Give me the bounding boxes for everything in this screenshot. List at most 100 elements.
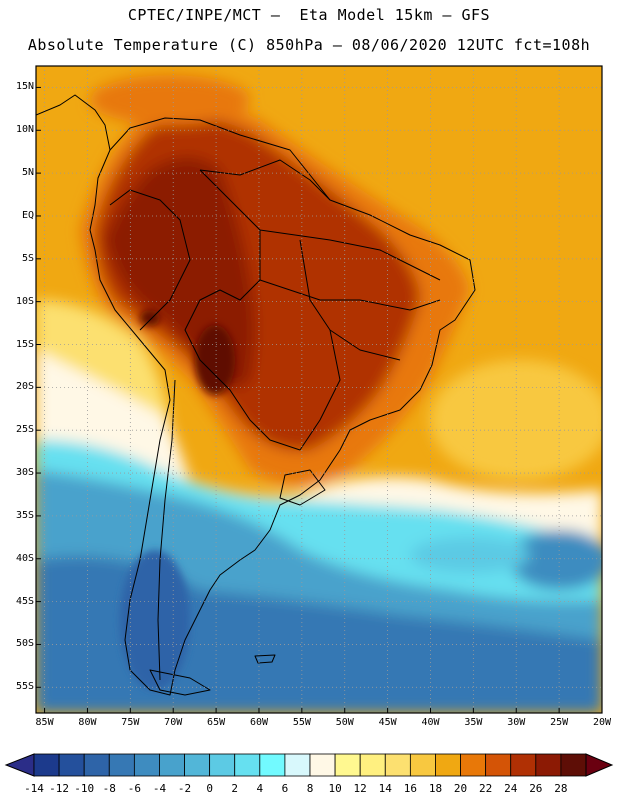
lat-label: 5S [21, 252, 34, 264]
colorbar-cell [133, 753, 160, 777]
border-states-4 [259, 279, 441, 311]
colorbar-label: 2 [231, 782, 239, 795]
colorbar-cell [309, 753, 336, 777]
colorbar-label: -12 [49, 782, 70, 795]
colorbar-cell [33, 753, 60, 777]
colorbar-label: -4 [152, 782, 167, 795]
lat-label: 10S [15, 295, 34, 307]
colorbar-label: -10 [74, 782, 95, 795]
colorbar-cell [58, 753, 85, 777]
border-brazil-north [199, 159, 331, 201]
lat-label: 40S [15, 552, 34, 564]
colorbar-label: -8 [102, 782, 116, 795]
colorbar-cell [485, 753, 512, 777]
central-america-outline [36, 94, 111, 151]
lat-label: 45S [15, 595, 34, 607]
colorbar-label: -6 [127, 782, 141, 795]
lon-label: 60W [249, 717, 268, 728]
colorbar-cell [209, 753, 236, 777]
title-line-1: CPTEC/INPE/MCT – Eta Model 15km – GFS [127, 6, 491, 24]
field-cool-mid [36, 470, 602, 640]
colorbar-label: 6 [281, 782, 289, 795]
lat-label: 15S [15, 338, 34, 350]
colorbar-cell [334, 753, 361, 777]
lat-label: 15N [15, 81, 34, 93]
lon-label: 50W [335, 717, 354, 728]
field-caribbean-warm [90, 75, 250, 125]
uruguay-outline [279, 469, 326, 506]
colorbar-label: 14 [378, 782, 392, 795]
title-line-2: Absolute Temperature (C) 850hPa – 08/06/… [27, 36, 591, 54]
field-hot-spot [195, 325, 235, 395]
colorbar-label: 10 [328, 782, 342, 795]
lon-label: 35W [464, 717, 483, 728]
tierra-del-fuego [149, 669, 211, 696]
colorbar [4, 753, 614, 777]
lon-label: 45W [378, 717, 397, 728]
lat-label: EQ [21, 209, 34, 221]
colorbar-cell [384, 753, 411, 777]
field-atl-orange [430, 360, 602, 480]
lat-label: 55S [15, 681, 34, 693]
lat-label: 50S [15, 638, 34, 650]
lon-label: 40W [421, 717, 440, 728]
field-pale-band [36, 350, 602, 545]
colorbar-label: -2 [177, 782, 192, 795]
colorbar-cell [83, 753, 110, 777]
colorbar-over-triangle [585, 753, 614, 777]
colorbar-label: 20 [453, 782, 468, 795]
border-states-3 [299, 329, 341, 451]
lon-label: 75W [121, 717, 140, 728]
field-pacific-yellow [36, 300, 170, 420]
colorbar-label: 0 [206, 782, 213, 795]
lat-label: 10N [15, 124, 34, 136]
colorbar-cell [184, 753, 211, 777]
colorbar-cell [359, 753, 386, 777]
colorbar-cell [234, 753, 261, 777]
field-cold-patch-east [510, 530, 602, 590]
colorbar-cell [284, 753, 311, 777]
lat-label: 35S [15, 509, 34, 521]
axis-ticks [36, 86, 603, 713]
border-states-1 [259, 229, 441, 281]
map-frame [35, 65, 603, 714]
colorbar-cell [460, 753, 487, 777]
lat-label: 30S [15, 467, 34, 479]
field-andes-spot [140, 310, 160, 326]
lon-label: 80W [78, 717, 97, 728]
colorbar-cell [510, 753, 537, 777]
colorbar-label: 4 [256, 782, 264, 795]
colorbar-cell [259, 753, 286, 777]
colorbar-cell [560, 753, 587, 777]
lat-label: 5N [21, 167, 34, 179]
lon-label: 55W [292, 717, 311, 728]
colorbar-label: 22 [479, 782, 493, 795]
lon-label: 25W [550, 717, 569, 728]
field-cyan-patch-east [410, 537, 530, 573]
colorbar-cell [435, 753, 461, 777]
colorbar-under-triangle [4, 753, 35, 777]
colorbar-label: -14 [24, 782, 44, 795]
colorbar-label: 16 [403, 782, 417, 795]
falklands-outline [254, 654, 276, 664]
colorbar-label: 24 [504, 782, 518, 795]
colorbar-label: 18 [428, 782, 443, 795]
lat-label: 20S [15, 381, 34, 393]
south-america-outline [89, 117, 476, 696]
lat-label: 25S [15, 424, 34, 436]
colorbar-label: 8 [306, 782, 314, 795]
colorbar-cell [409, 753, 436, 777]
lon-label: 85W [35, 717, 54, 728]
lon-label: 20W [592, 717, 612, 728]
colorbar-label: 26 [529, 782, 543, 795]
colorbar-label: 12 [353, 782, 367, 795]
colorbar-label: 28 [554, 782, 568, 795]
lon-label: 30W [507, 717, 526, 728]
field-patagonia-cold [120, 550, 190, 690]
colorbar-cell [535, 753, 562, 777]
colorbar-cell [108, 753, 135, 777]
lon-label: 70W [164, 717, 183, 728]
colorbar-cell [159, 753, 185, 777]
temperature-map [35, 65, 603, 714]
lon-label: 65W [207, 717, 226, 728]
